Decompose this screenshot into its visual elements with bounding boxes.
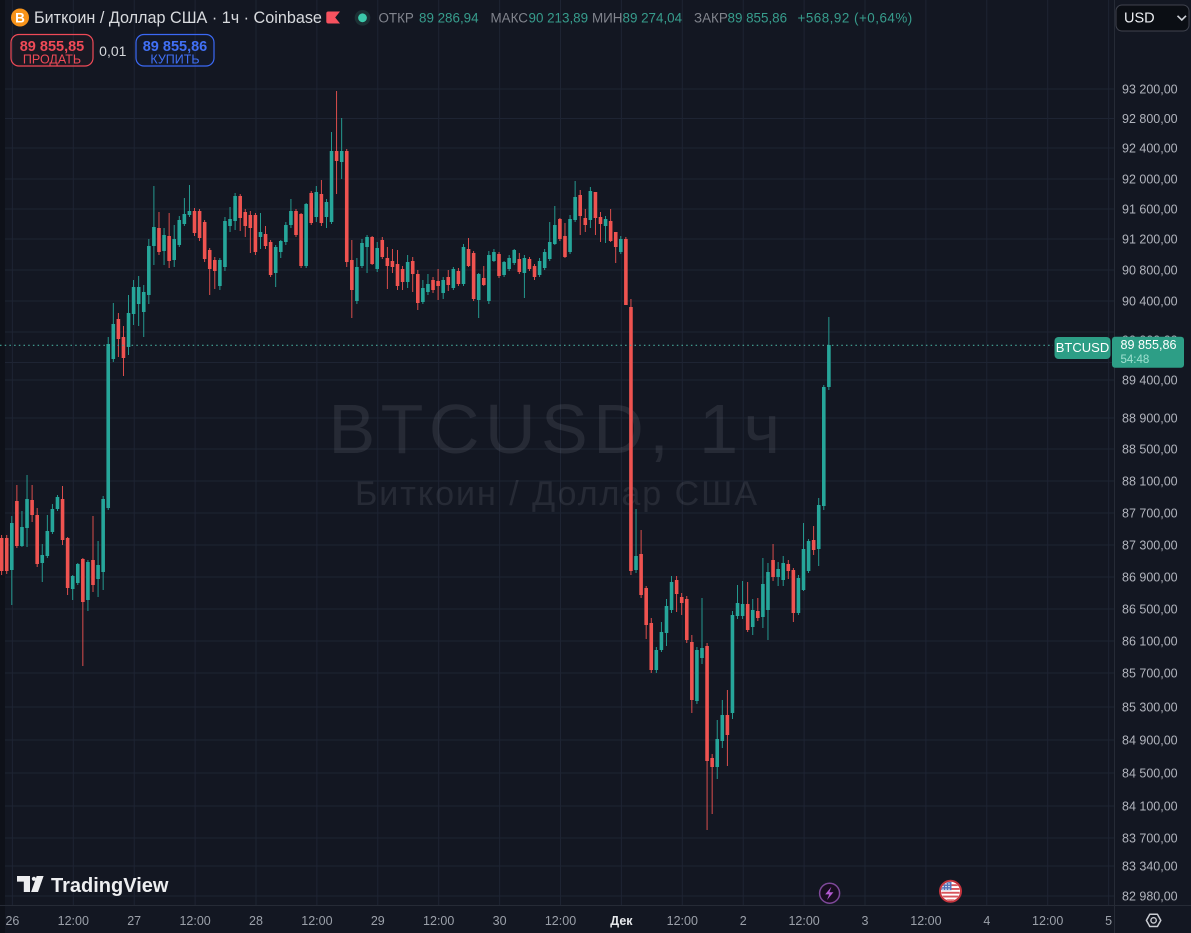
svg-text:ЗАКР: ЗАКР xyxy=(694,11,728,26)
svg-text:ОТКР: ОТКР xyxy=(379,11,414,26)
svg-text:92 400,00: 92 400,00 xyxy=(1122,142,1178,156)
svg-text:89 855,86: 89 855,86 xyxy=(728,11,788,26)
svg-text:88 100,00: 88 100,00 xyxy=(1122,475,1178,489)
svg-text:83 700,00: 83 700,00 xyxy=(1122,832,1178,846)
svg-text:+568,92 (+0,64%): +568,92 (+0,64%) xyxy=(798,11,913,26)
svg-text:Биткоин / Доллар США: Биткоин / Доллар США xyxy=(355,475,759,513)
svg-text:12:00: 12:00 xyxy=(179,914,210,928)
svg-text:89 855,86: 89 855,86 xyxy=(143,39,208,55)
svg-text:92 000,00: 92 000,00 xyxy=(1122,173,1178,187)
svg-text:89 855,86: 89 855,86 xyxy=(1121,338,1177,352)
svg-text:85 700,00: 85 700,00 xyxy=(1122,667,1178,681)
svg-text:89 400,00: 89 400,00 xyxy=(1122,374,1178,388)
svg-text:91 200,00: 91 200,00 xyxy=(1122,233,1178,247)
svg-text:BTCUSD: BTCUSD xyxy=(1056,340,1109,355)
svg-text:90 213,89: 90 213,89 xyxy=(529,11,589,26)
svg-text:87 700,00: 87 700,00 xyxy=(1122,507,1178,521)
svg-text:89 274,04: 89 274,04 xyxy=(623,11,683,26)
svg-text:12:00: 12:00 xyxy=(545,914,576,928)
svg-text:5: 5 xyxy=(1105,914,1112,928)
svg-text:12:00: 12:00 xyxy=(788,914,819,928)
svg-text:28: 28 xyxy=(249,914,263,928)
svg-text:85 300,00: 85 300,00 xyxy=(1122,701,1178,715)
svg-text:12:00: 12:00 xyxy=(423,914,454,928)
svg-text:91 600,00: 91 600,00 xyxy=(1122,203,1178,217)
svg-text:54:48: 54:48 xyxy=(1121,354,1150,366)
svg-text:Дек: Дек xyxy=(610,914,633,928)
svg-text:84 900,00: 84 900,00 xyxy=(1122,734,1178,748)
svg-text:BTCUSD, 1ч: BTCUSD, 1ч xyxy=(328,390,785,468)
svg-text:B: B xyxy=(15,10,25,25)
svg-text:12:00: 12:00 xyxy=(1032,914,1063,928)
svg-text:84 100,00: 84 100,00 xyxy=(1122,800,1178,814)
svg-text:30: 30 xyxy=(493,914,507,928)
svg-text:4: 4 xyxy=(983,914,990,928)
svg-text:TradingView: TradingView xyxy=(51,875,169,897)
svg-text:2: 2 xyxy=(740,914,747,928)
svg-text:89 855,85: 89 855,85 xyxy=(20,39,85,55)
svg-text:93 200,00: 93 200,00 xyxy=(1122,83,1178,97)
svg-text:USD: USD xyxy=(1124,11,1155,27)
svg-text:86 100,00: 86 100,00 xyxy=(1122,635,1178,649)
svg-text:3: 3 xyxy=(862,914,869,928)
svg-text:МИН: МИН xyxy=(592,11,622,26)
svg-text:12:00: 12:00 xyxy=(667,914,698,928)
svg-text:87 300,00: 87 300,00 xyxy=(1122,539,1178,553)
svg-text:82 980,00: 82 980,00 xyxy=(1122,890,1178,904)
svg-text:29: 29 xyxy=(371,914,385,928)
svg-text:12:00: 12:00 xyxy=(910,914,941,928)
svg-text:0,01: 0,01 xyxy=(99,43,126,59)
svg-text:89 286,94: 89 286,94 xyxy=(419,11,479,26)
svg-text:12:00: 12:00 xyxy=(301,914,332,928)
svg-text:86 900,00: 86 900,00 xyxy=(1122,571,1178,585)
svg-text:МАКС: МАКС xyxy=(491,11,529,26)
svg-text:88 900,00: 88 900,00 xyxy=(1122,412,1178,426)
svg-text:Биткоин / Доллар США · 1ч · Co: Биткоин / Доллар США · 1ч · Coinbase xyxy=(34,9,322,27)
svg-text:26: 26 xyxy=(5,914,19,928)
svg-text:88 500,00: 88 500,00 xyxy=(1122,443,1178,457)
svg-text:ПРОДАТЬ: ПРОДАТЬ xyxy=(23,53,81,67)
svg-text:90 400,00: 90 400,00 xyxy=(1122,295,1178,309)
svg-text:12:00: 12:00 xyxy=(58,914,89,928)
svg-text:90 800,00: 90 800,00 xyxy=(1122,264,1178,278)
svg-text:86 500,00: 86 500,00 xyxy=(1122,603,1178,617)
svg-text:КУПИТЬ: КУПИТЬ xyxy=(150,53,199,67)
svg-text:92 800,00: 92 800,00 xyxy=(1122,112,1178,126)
svg-text:27: 27 xyxy=(127,914,141,928)
svg-text:83 340,00: 83 340,00 xyxy=(1122,860,1178,874)
svg-text:84 500,00: 84 500,00 xyxy=(1122,767,1178,781)
